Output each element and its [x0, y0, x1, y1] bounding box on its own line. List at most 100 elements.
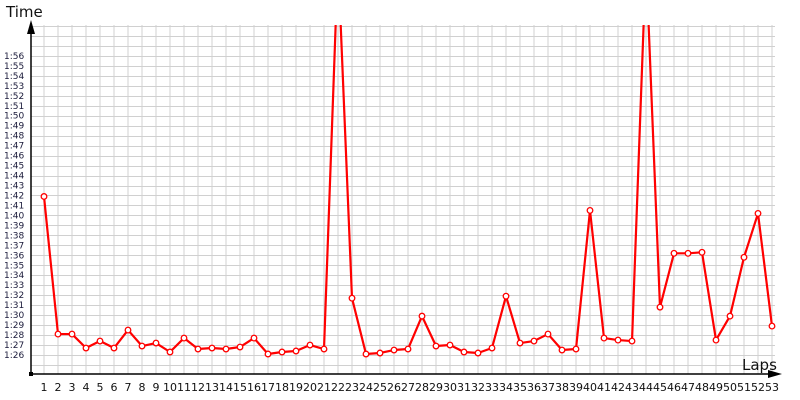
data-point-lap-18 [278, 348, 286, 356]
data-point-lap-27 [404, 345, 412, 353]
data-point-lap-32 [474, 349, 482, 357]
x-tick-label: 11 [177, 381, 191, 394]
x-tick-label: 15 [233, 381, 247, 394]
data-point-lap-25 [376, 349, 384, 357]
x-tick-label: 20 [303, 381, 317, 394]
data-point-lap-30 [446, 341, 454, 349]
y-tick-label: 1:27 [4, 341, 24, 351]
x-tick-label: 34 [499, 381, 513, 394]
data-point-lap-19 [292, 347, 300, 355]
data-point-lap-46 [670, 249, 678, 257]
data-point-lap-31 [460, 348, 468, 356]
y-tick-label: 1:56 [4, 52, 24, 62]
data-point-lap-51 [740, 253, 748, 261]
x-tick-label: 10 [163, 381, 177, 394]
grid [31, 25, 775, 374]
x-tick-label: 13 [205, 381, 219, 394]
y-tick-label: 1:54 [4, 72, 24, 82]
data-point-lap-5 [96, 337, 104, 345]
x-tick-label: 18 [275, 381, 289, 394]
data-point-lap-28 [418, 312, 426, 320]
x-tick-label: 14 [219, 381, 233, 394]
x-tick-label: 29 [429, 381, 443, 394]
origin-marker [29, 372, 33, 376]
data-point-lap-24 [362, 350, 370, 358]
y-tick-label: 1:34 [4, 271, 24, 281]
x-tick-label: 8 [139, 381, 146, 394]
x-tick-label: 47 [681, 381, 695, 394]
y-axis-title: Time [5, 3, 43, 21]
x-tick-label: 31 [457, 381, 471, 394]
y-tick-label: 1:55 [4, 62, 24, 72]
data-point-lap-14 [222, 345, 230, 353]
x-tick-label: 28 [415, 381, 429, 394]
x-tick-label: 35 [513, 381, 527, 394]
data-point-lap-1 [40, 193, 48, 200]
x-tick-labels: 1 2 3 4 5 6 7 8 9 10 11 12 13 14 15 16 17 18 19 20 21 22 23 24 2… [41, 381, 780, 394]
x-tick-label: 7 [125, 381, 132, 394]
data-point-lap-47 [684, 249, 692, 257]
data-point-lap-3 [68, 330, 76, 338]
x-tick-label: 16 [247, 381, 261, 394]
x-axis-arrow [768, 370, 782, 378]
y-tick-label: 1:47 [4, 142, 24, 152]
data-point-lap-26 [390, 346, 398, 354]
data-point-lap-29 [432, 342, 440, 350]
x-tick-label: 4 [83, 381, 90, 394]
x-tick-label: 50 [723, 381, 737, 394]
x-tick-label: 17 [261, 381, 275, 394]
y-tick-label: 1:30 [4, 311, 24, 321]
x-tick-label: 49 [709, 381, 723, 394]
x-tick-label: 38 [555, 381, 569, 394]
data-point-lap-33 [488, 344, 496, 352]
x-tick-label: 46 [667, 381, 681, 394]
y-tick-label: 1:26 [4, 351, 24, 361]
data-point-lap-13 [208, 344, 216, 352]
y-tick-label: 1:41 [4, 201, 24, 211]
x-tick-label: 9 [153, 381, 160, 394]
data-point-lap-9 [152, 339, 160, 347]
data-point-lap-34 [502, 292, 510, 300]
x-tick-label: 30 [443, 381, 457, 394]
x-tick-label: 1 [41, 381, 48, 394]
x-tick-label: 42 [611, 381, 625, 394]
x-tick-label: 44 [639, 381, 653, 394]
y-axis-arrow [27, 20, 35, 34]
data-point-lap-43 [628, 337, 636, 345]
y-tick-label: 1:40 [4, 211, 24, 221]
data-point-lap-15 [236, 343, 244, 351]
data-point-lap-41 [600, 334, 608, 342]
x-tick-label: 25 [373, 381, 387, 394]
data-point-lap-23 [348, 294, 356, 302]
data-point-lap-7 [124, 326, 132, 334]
x-tick-label: 27 [401, 381, 415, 394]
y-tick-label: 1:43 [4, 182, 24, 192]
y-tick-label: 1:38 [4, 231, 24, 241]
x-tick-label: 45 [653, 381, 667, 394]
data-point-lap-10 [166, 348, 174, 356]
y-tick-label: 1:45 [4, 162, 24, 172]
data-point-lap-6 [110, 344, 118, 352]
y-tick-label: 1:31 [4, 301, 24, 311]
data-point-lap-42 [614, 336, 622, 344]
x-tick-label: 32 [471, 381, 485, 394]
x-tick-label: 37 [541, 381, 555, 394]
x-tick-label: 51 [737, 381, 751, 394]
y-tick-label: 1:35 [4, 261, 24, 271]
data-point-lap-21 [320, 345, 328, 353]
x-tick-label: 41 [597, 381, 611, 394]
data-point-lap-48 [698, 248, 706, 256]
x-tick-label: 26 [387, 381, 401, 394]
data-point-lap-53 [768, 322, 776, 330]
x-tick-label: 19 [289, 381, 303, 394]
y-tick-label: 1:33 [4, 281, 24, 291]
x-tick-label: 2 [55, 381, 62, 394]
x-tick-label: 22 [331, 381, 345, 394]
data-point-lap-20 [306, 341, 314, 349]
x-tick-label: 48 [695, 381, 709, 394]
data-point-lap-52 [754, 209, 762, 217]
y-tick-labels: 1:261:271:281:291:301:311:321:331:341:35… [4, 52, 24, 361]
y-tick-label: 1:49 [4, 122, 24, 132]
x-axis-title: Laps [742, 356, 777, 374]
